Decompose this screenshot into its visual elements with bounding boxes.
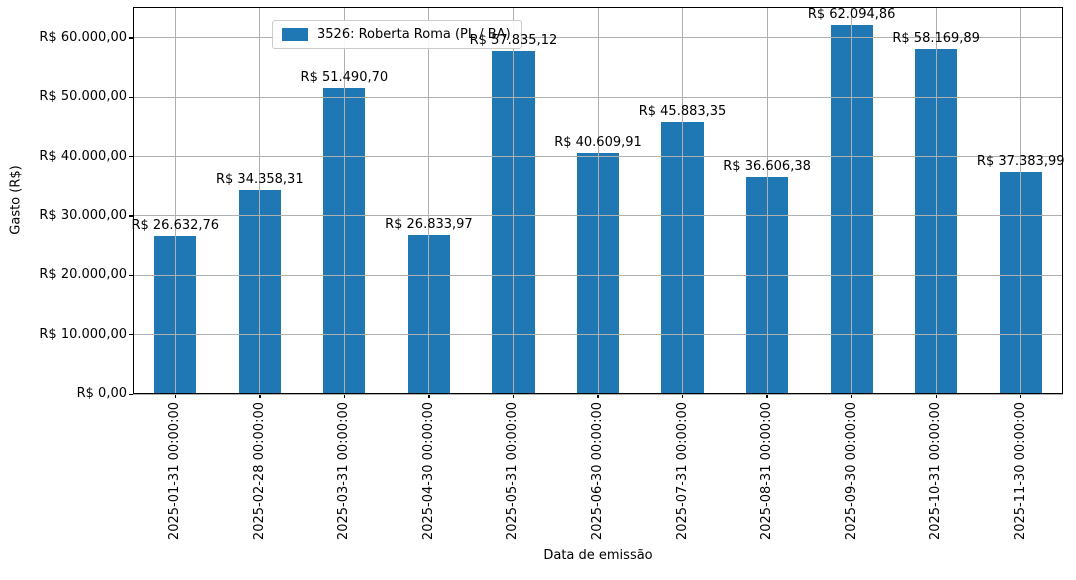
y-tick-mark (129, 274, 133, 277)
bar-value-label: R$ 26.632,76 (131, 217, 220, 233)
gridline-v (766, 7, 768, 394)
bar-value-label: R$ 34.358,31 (216, 172, 304, 188)
x-tick-label: 2025-07-31 00:00:00 (674, 402, 690, 541)
bar-value-label: R$ 57.835,12 (469, 32, 558, 48)
y-tick-mark (129, 96, 133, 99)
legend-swatch (282, 28, 308, 41)
y-tick-label: R$ 10.000,00 (39, 326, 127, 342)
x-tick-mark (428, 394, 430, 398)
gridline-h (133, 393, 1063, 395)
y-tick-mark (129, 393, 133, 395)
y-tick-label: R$ 0,00 (76, 386, 127, 401)
x-tick-label: 2025-01-31 00:00:00 (167, 402, 183, 541)
y-tick-label: R$ 50.000,00 (39, 89, 127, 105)
gridline-v (343, 7, 345, 394)
x-tick-label: 2025-08-31 00:00:00 (759, 402, 775, 541)
gridline-v (597, 7, 599, 394)
bar-value-label: R$ 62.094,86 (807, 7, 896, 23)
y-tick-label: R$ 40.000,00 (39, 148, 127, 164)
bar-value-label: R$ 40.609,91 (554, 134, 642, 150)
gridline-v (174, 7, 176, 394)
bar-value-label: R$ 45.883,35 (638, 103, 727, 119)
gridline-v (851, 7, 853, 394)
x-tick-mark (1020, 394, 1022, 398)
legend: 3526: Roberta Roma (PL / BA) (272, 20, 522, 49)
x-tick-mark (512, 394, 515, 398)
gridline-v (259, 7, 261, 394)
bar-value-label: R$ 51.490,70 (300, 70, 389, 86)
x-tick-label: 2025-03-31 00:00:00 (336, 402, 352, 541)
x-tick-label: 2025-02-28 00:00:00 (251, 402, 267, 541)
x-tick-label: 2025-09-30 00:00:00 (843, 402, 859, 541)
x-tick-mark (935, 394, 937, 398)
x-tick-label: 2025-11-30 00:00:00 (1012, 402, 1028, 541)
x-tick-mark (343, 394, 346, 398)
legend-label: 3526: Roberta Roma (PL / BA) (317, 27, 511, 42)
y-tick-mark (129, 215, 133, 217)
plot-area: 3526: Roberta Roma (PL / BA) (133, 7, 1063, 395)
bar-value-label: R$ 36.606,38 (723, 158, 811, 174)
y-tick-mark (129, 334, 133, 336)
gridline-v (682, 7, 684, 394)
y-tick-label: R$ 30.000,00 (39, 207, 127, 223)
x-tick-label: 2025-04-30 00:00:00 (420, 402, 436, 541)
bar-value-label: R$ 26.833,97 (385, 216, 473, 232)
gridline-v (428, 7, 430, 394)
x-axis-title: Data de emissão (543, 548, 653, 563)
y-axis-title: Gasto (R$) (8, 165, 24, 235)
x-tick-label: 2025-10-31 00:00:00 (928, 402, 944, 541)
y-tick-label: R$ 60.000,00 (39, 29, 127, 45)
bar-value-label: R$ 58.169,89 (892, 30, 980, 46)
y-tick-label: R$ 20.000,00 (39, 267, 127, 283)
bar-value-label: R$ 37.383,99 (976, 154, 1065, 170)
gridline-v (935, 7, 937, 394)
x-tick-mark (174, 394, 176, 398)
gridline-v (1020, 7, 1022, 394)
x-tick-mark (597, 394, 599, 398)
x-tick-mark (851, 394, 853, 398)
x-tick-label: 2025-05-31 00:00:00 (505, 402, 521, 541)
x-tick-mark (681, 394, 684, 398)
x-tick-mark (259, 394, 261, 398)
y-tick-mark (129, 37, 133, 39)
y-tick-mark (129, 156, 133, 158)
x-tick-label: 2025-06-30 00:00:00 (590, 402, 605, 541)
gridline-v (512, 7, 514, 394)
x-tick-mark (766, 394, 768, 398)
